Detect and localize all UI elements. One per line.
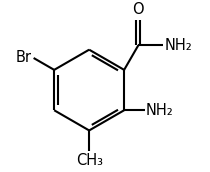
Text: O: O xyxy=(133,2,144,18)
Text: NH₂: NH₂ xyxy=(146,103,174,118)
Text: NH₂: NH₂ xyxy=(164,38,192,53)
Text: CH₃: CH₃ xyxy=(76,153,103,168)
Text: Br: Br xyxy=(16,51,32,66)
